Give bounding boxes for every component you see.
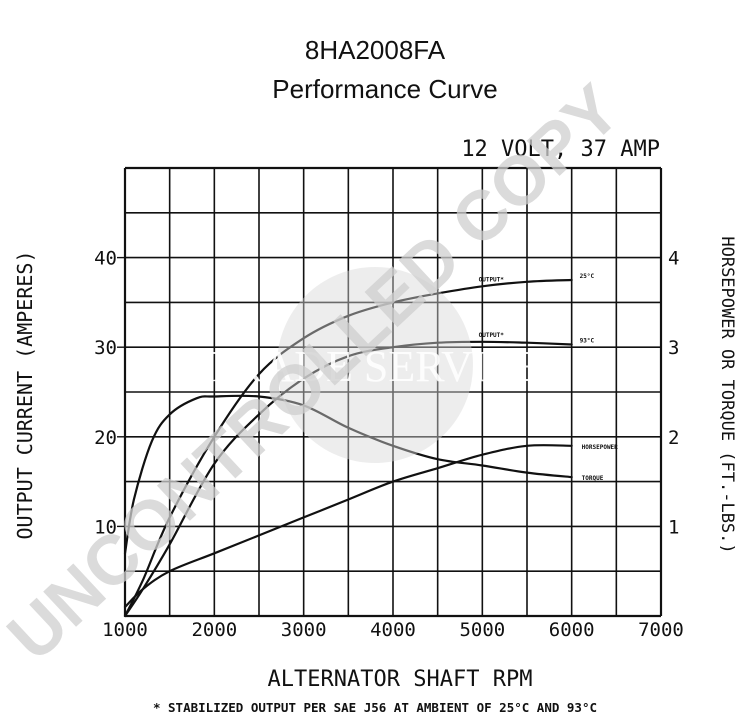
x-tick-label: 1000 xyxy=(102,619,148,641)
y-axis-left-label: OUTPUT CURRENT (AMPERES) xyxy=(13,251,37,540)
series-line-2 xyxy=(123,394,573,555)
y-right-tick-label: 1 xyxy=(668,516,679,538)
chart-subtitle: Performance Curve xyxy=(272,74,497,104)
tick-labels: 1000 2000 3000 4000 5000 6000 7000 10 20 30 40 1 2 3 4 xyxy=(94,248,684,641)
series-label: TORQUE xyxy=(582,475,604,482)
x-tick-label: 4000 xyxy=(370,619,416,641)
chart-title: 8HA2008FA xyxy=(305,35,446,65)
x-tick-label: 5000 xyxy=(459,619,505,641)
rating-label: 12 VOLT, 37 AMP xyxy=(461,137,660,162)
watermark: TRADE SERVICE UNCONTROLLED COPY xyxy=(0,69,635,675)
series-labels: OUTPUT* 25°C OUTPUT* 93°C TORQUE HORSEPOWER xyxy=(479,273,619,482)
footnote: * STABILIZED OUTPUT PER SAE J56 AT AMBIE… xyxy=(153,700,597,715)
plot-grid xyxy=(123,166,663,618)
series-line-0 xyxy=(123,278,573,618)
watermark-sub: TRADE SERVICE xyxy=(206,342,543,391)
series-end-label: 25°C xyxy=(580,273,595,280)
x-axis-label: ALTERNATOR SHAFT RPM xyxy=(268,667,533,692)
series-label: OUTPUT* xyxy=(479,276,505,283)
series-line-3 xyxy=(123,444,573,609)
series-label: OUTPUT* xyxy=(479,332,505,339)
series-layer xyxy=(123,278,573,618)
x-tick-label: 7000 xyxy=(638,619,684,641)
y-left-tick-label: 10 xyxy=(94,516,117,538)
series-line-1 xyxy=(123,340,573,618)
x-tick-label: 6000 xyxy=(549,619,595,641)
x-tick-label: 3000 xyxy=(281,619,327,641)
y-left-tick-label: 40 xyxy=(94,248,117,270)
series-end-label: 93°C xyxy=(580,338,595,345)
x-tick-label: 2000 xyxy=(191,619,237,641)
y-right-tick-label: 2 xyxy=(668,427,679,449)
y-left-tick-label: 20 xyxy=(94,427,117,449)
y-right-tick-label: 4 xyxy=(668,248,679,270)
y-axis-right-label: HORSEPOWER OR TORQUE (FT.-LBS.) xyxy=(717,236,737,553)
y-right-tick-label: 3 xyxy=(668,337,679,359)
watermark-seal xyxy=(277,267,473,463)
series-label: HORSEPOWER xyxy=(582,444,619,451)
y-left-tick-label: 30 xyxy=(94,337,117,359)
